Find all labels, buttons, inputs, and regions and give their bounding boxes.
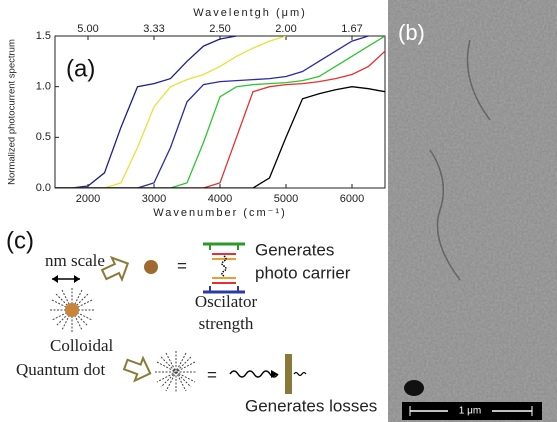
spectrum-line (55, 36, 369, 188)
oscillator-label: strength (199, 314, 254, 333)
x-tick-label: 3000 (142, 193, 166, 205)
x2-tick-label: 2.50 (209, 23, 230, 35)
quantum-dot (65, 303, 79, 317)
x-tick-label: 2000 (76, 193, 100, 205)
result-text: Generates losses (245, 396, 377, 415)
result-text: Generates (255, 240, 334, 259)
spectrum-line (55, 36, 385, 188)
y-tick-label: 1.5 (36, 30, 51, 42)
panel-b: (b) 1 μm (388, 0, 557, 422)
x-axis-title: Wavenumber (cm⁻¹) (153, 207, 287, 219)
barrier (285, 354, 292, 394)
x-tick-label: 6000 (340, 193, 364, 205)
panel-a: (a) Wavelentgh (μm) Wavenumber (cm⁻¹) No… (7, 7, 385, 219)
y-axis-title: Normalized photocurrent spectrum (7, 39, 18, 185)
energy-diagram (203, 244, 245, 292)
hollow-arrow (122, 353, 155, 384)
dot-core (144, 260, 158, 274)
equals-sign: = (207, 365, 217, 384)
x2-tick-label: 1.67 (341, 23, 362, 35)
x2-axis-title: Wavelentgh (μm) (193, 7, 307, 19)
figure: (b) 1 μm (a) Wavelentgh (μm) Wavenumber … (0, 0, 557, 422)
plot-lines (55, 36, 385, 188)
oscillator-label: Oscilator (195, 292, 258, 311)
sem-texture (388, 0, 557, 422)
plot-frame (55, 36, 385, 188)
sem-pore (404, 380, 424, 396)
x2-tick-label: 3.33 (143, 23, 164, 35)
result-text: photo carrier (255, 263, 351, 282)
x-tick-label: 5000 (274, 193, 298, 205)
empty-ligands (155, 351, 197, 393)
scale-bar-label: 1 μm (459, 406, 481, 417)
x2-tick-label: 5.00 (77, 23, 98, 35)
panel-label: (b) (398, 20, 425, 45)
wave-arrow (230, 371, 278, 377)
y-tick-label: 0.0 (36, 182, 51, 194)
x2-tick-label: 2.00 (275, 23, 296, 35)
nm-scale-label: nm scale (45, 251, 105, 270)
equals-sign: = (177, 256, 187, 275)
x-tick-label: 4000 (208, 193, 232, 205)
y-tick-label: 0.5 (36, 131, 51, 143)
y-tick-label: 1.0 (36, 81, 51, 93)
panel-label: (a) (66, 55, 95, 82)
dot-name: Colloidal (50, 336, 114, 355)
panel-c: (c) nm scale = Generates photo carrier O… (6, 227, 377, 415)
wave-transmitted (294, 373, 306, 376)
panel-label: (c) (6, 227, 34, 254)
spectrum-line (55, 51, 385, 188)
dot-name: Quantum dot (16, 360, 106, 379)
